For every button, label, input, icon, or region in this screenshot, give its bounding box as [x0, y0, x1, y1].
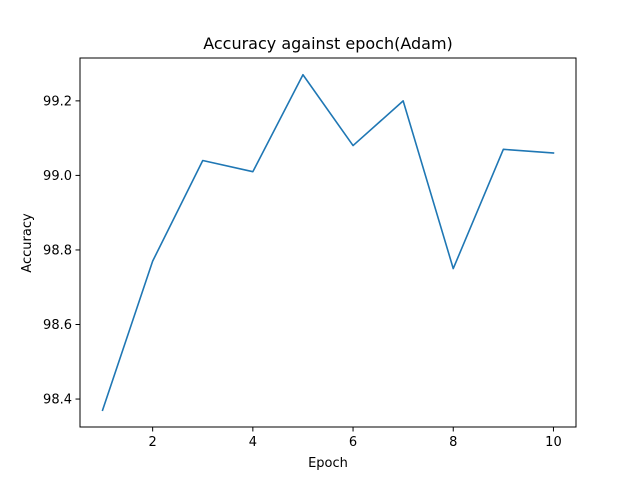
series-line-0 [101, 73, 555, 412]
y-tick-label-3: 99.0 [43, 169, 72, 184]
x-tick-label-0: 2 [149, 435, 157, 450]
y-tick-label-0: 98.4 [43, 393, 72, 408]
chart-title: Accuracy against epoch(Adam) [203, 34, 453, 53]
x-axis-label: Epoch [308, 456, 348, 471]
x-tick-label-1: 4 [249, 435, 257, 450]
y-tick-label-1: 98.6 [43, 318, 72, 333]
y-axis-label: Accuracy [20, 213, 35, 273]
x-tick-label-4: 10 [545, 435, 562, 450]
y-tick-label-4: 99.2 [43, 94, 72, 109]
y-tick-label-2: 98.8 [43, 243, 72, 258]
x-tick-label-3: 8 [449, 435, 457, 450]
x-tick-label-2: 6 [349, 435, 357, 450]
axes-frame [79, 57, 577, 428]
plot-area: 2 4 6 8 10 98.4 98.6 98.8 99.0 99.2 [43, 57, 577, 450]
